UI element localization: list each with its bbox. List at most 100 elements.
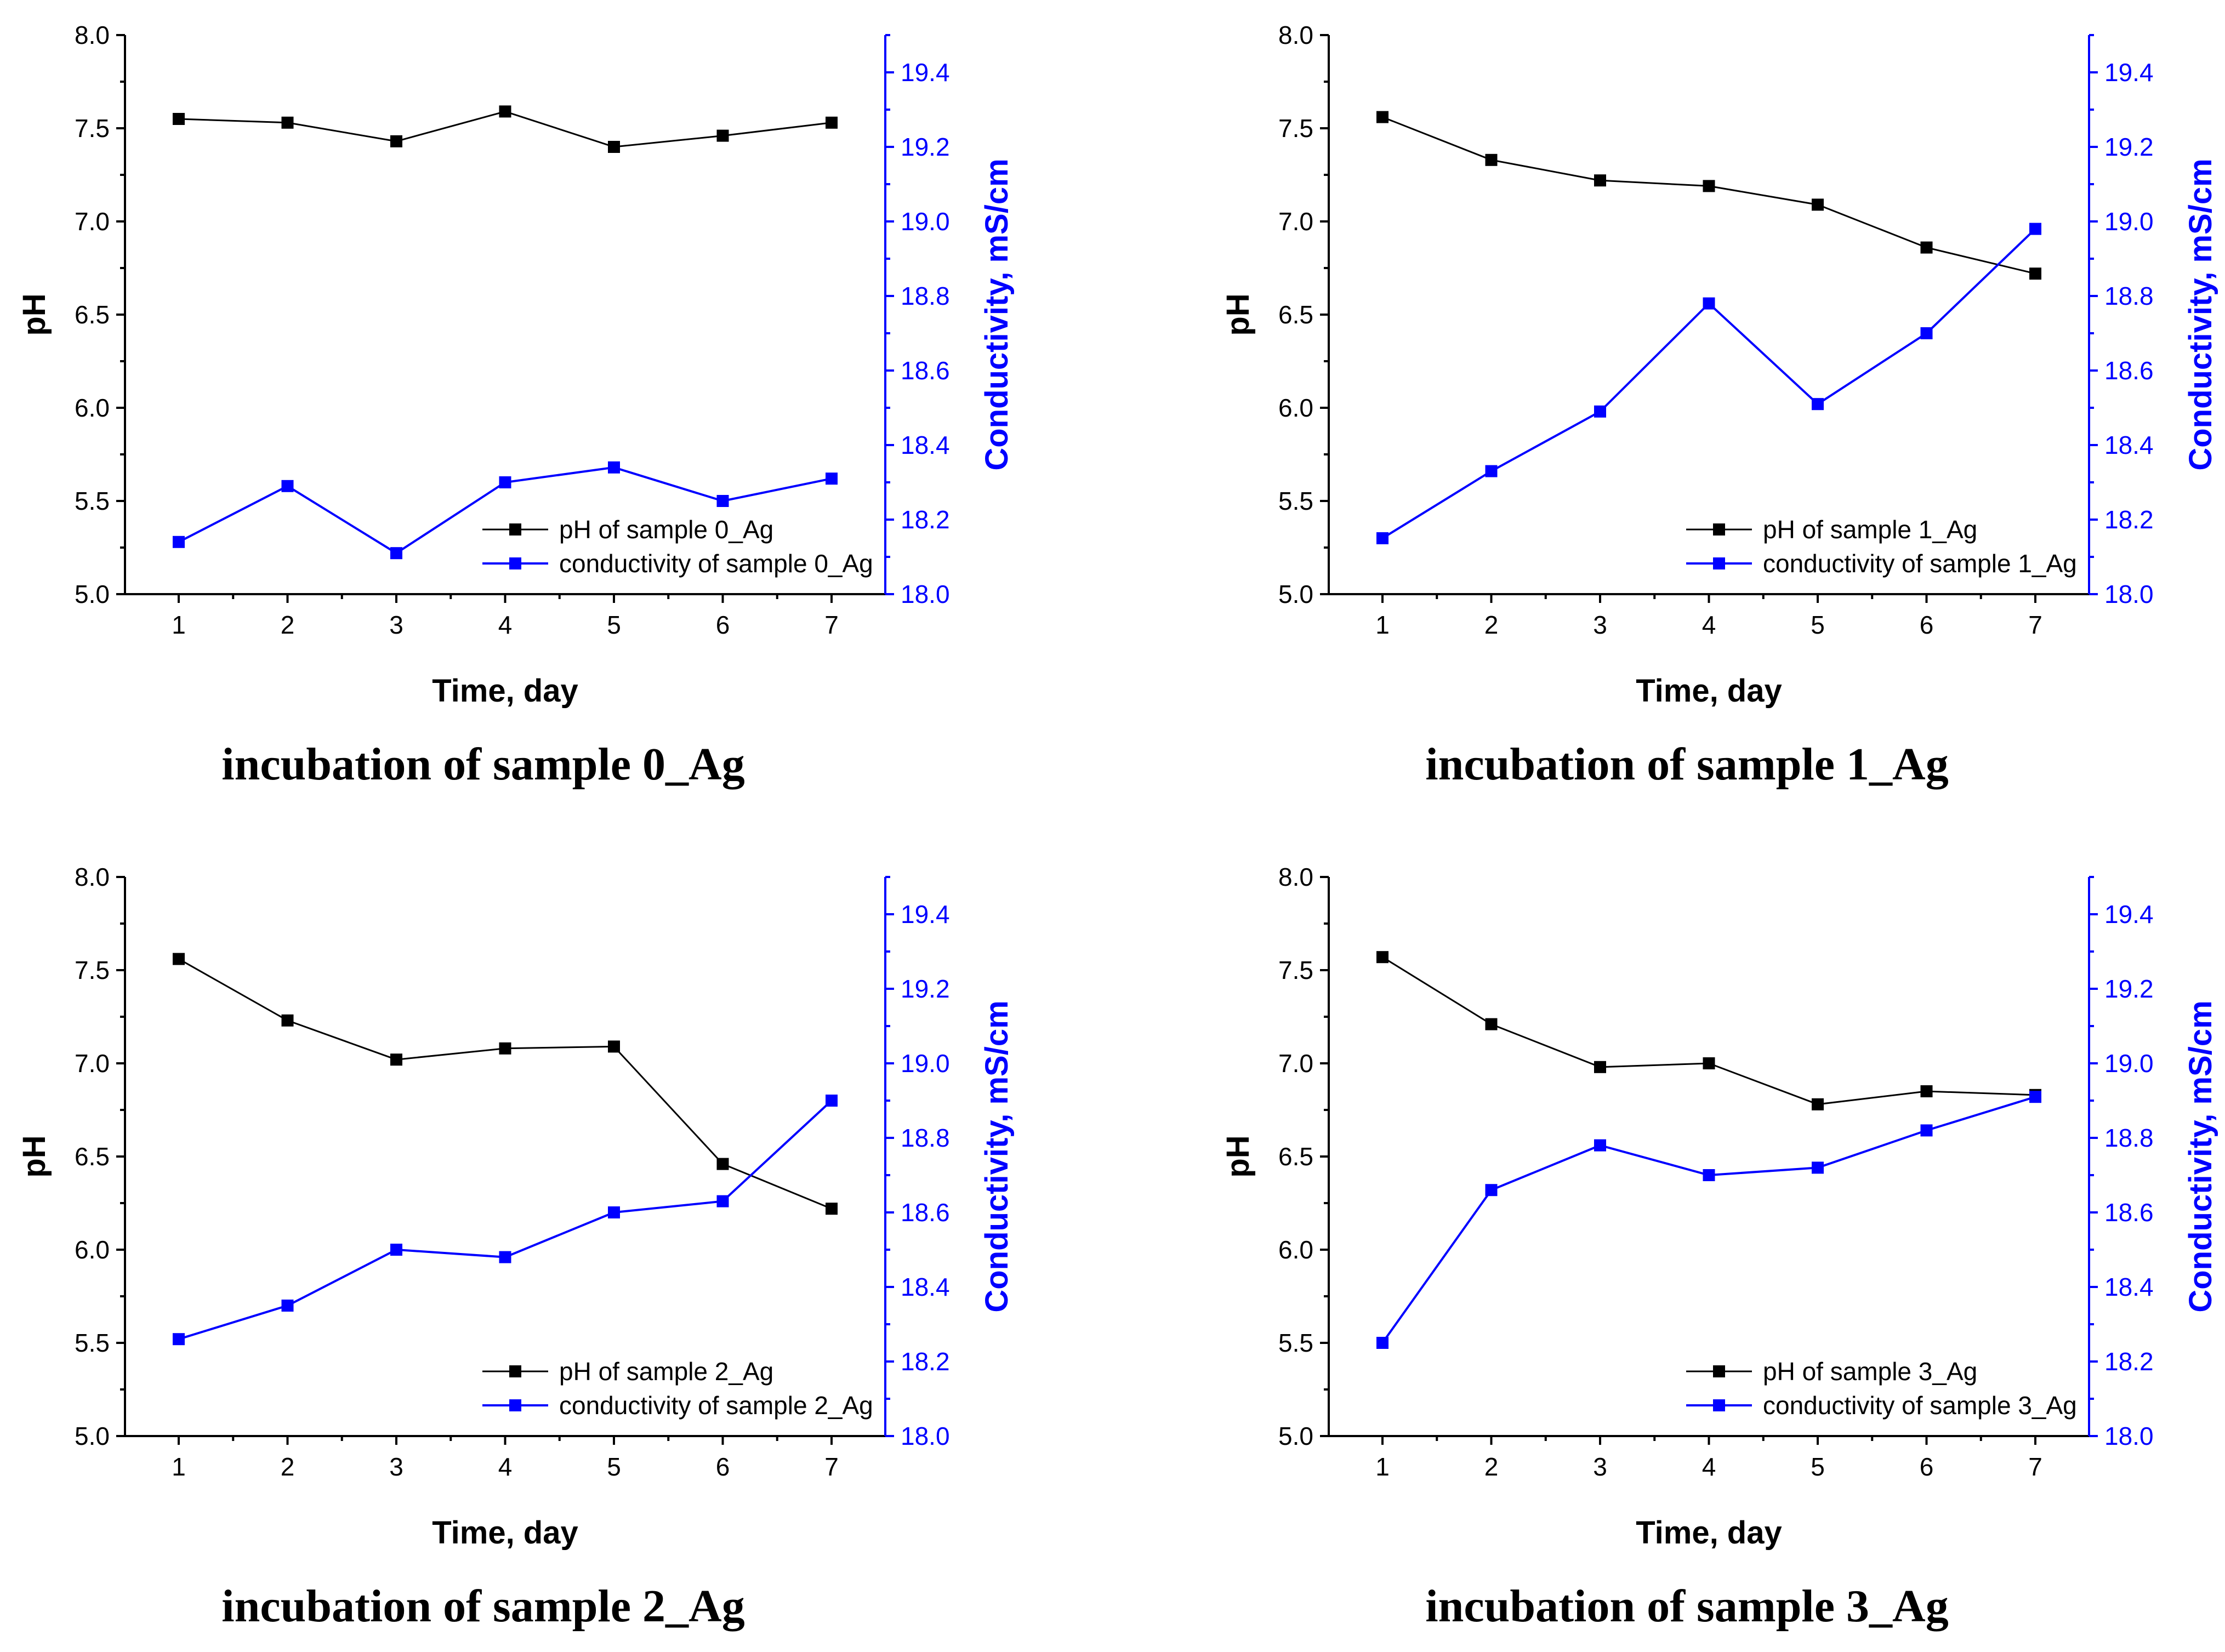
y2-axis-title: Conductivity, mS/cm — [979, 1000, 1015, 1312]
y-axis-title: pH — [16, 1135, 52, 1177]
y2-tick-label: 19.4 — [2104, 900, 2154, 928]
conductivity-data-point — [173, 1333, 185, 1346]
y2-axis-title: Conductivity, mS/cm — [979, 158, 1015, 470]
y2-tick-label: 19.0 — [901, 1049, 950, 1078]
y2-tick-label: 19.0 — [2104, 1049, 2154, 1078]
ph-data-point — [1376, 111, 1389, 123]
legend-marker — [1713, 523, 1725, 536]
conductivity-data-point — [826, 1095, 838, 1107]
y2-tick-label: 18.6 — [901, 1198, 950, 1227]
chart-panel-1: 5.0 5.5 6.0 6.5 7.0 7.5 8.0 18.0 18.2 18.4 18.6 18.… — [1220, 21, 2218, 790]
y-tick-label: 7.5 — [75, 956, 110, 984]
legend-marker — [509, 557, 521, 569]
y2-tick-label: 19.4 — [901, 58, 950, 87]
conductivity-data-point — [1376, 1337, 1389, 1349]
ph-data-point — [173, 953, 185, 965]
legend-marker — [1713, 1365, 1725, 1377]
conductivity-data-point — [608, 1206, 620, 1218]
ph-data-point — [716, 129, 729, 142]
y-tick-label: 6.5 — [1278, 300, 1313, 329]
y2-tick-label: 19.0 — [901, 207, 950, 236]
conductivity-data-point — [716, 495, 729, 507]
y2-tick-label: 18.0 — [2104, 580, 2154, 608]
y-tick-label: 6.0 — [1278, 394, 1313, 422]
x-axis-title: Time, day — [432, 673, 578, 709]
legend-label: pH of sample 2_Ag — [559, 1357, 773, 1386]
conductivity-data-point — [499, 476, 511, 488]
ph-data-point — [608, 141, 620, 153]
x-tick-label: 5 — [1811, 611, 1825, 639]
y-tick-label: 5.0 — [1278, 580, 1313, 608]
legend-label: conductivity of sample 0_Ag — [559, 549, 873, 578]
y-tick-label: 7.5 — [1278, 956, 1313, 984]
y2-tick-label: 19.2 — [901, 975, 950, 1003]
ph-data-point — [608, 1040, 620, 1053]
ph-data-point — [1594, 1061, 1606, 1073]
x-tick-label: 7 — [824, 1452, 839, 1481]
ph-data-point — [499, 105, 511, 118]
x-tick-label: 5 — [607, 1452, 621, 1481]
ph-data-point — [1703, 1057, 1715, 1069]
x-tick-label: 6 — [1920, 611, 1934, 639]
x-tick-label: 3 — [1593, 611, 1607, 639]
conductivity-data-point — [499, 1251, 511, 1263]
ph-data-point — [1376, 951, 1389, 964]
x-axis-title: Time, day — [432, 1515, 578, 1551]
legend-label: conductivity of sample 1_Ag — [1763, 549, 2077, 578]
y-tick-label: 6.5 — [75, 1142, 110, 1171]
y2-axis-title: Conductivity, mS/cm — [2183, 158, 2218, 470]
ph-series-line — [1382, 956, 2036, 1106]
x-tick-label: 4 — [498, 611, 513, 639]
ph-data-point — [1812, 198, 1824, 211]
conductivity-data-point — [1485, 465, 1498, 477]
ph-data-point — [716, 1158, 729, 1170]
x-tick-label: 6 — [1920, 1452, 1934, 1481]
y2-tick-label: 18.6 — [2104, 356, 2154, 385]
x-tick-label: 6 — [716, 611, 730, 639]
conductivity-data-point — [1920, 327, 1933, 339]
x-tick-label: 4 — [1702, 1452, 1716, 1481]
x-tick-label: 3 — [389, 1452, 403, 1481]
conductivity-data-point — [826, 472, 838, 485]
y2-tick-label: 18.2 — [2104, 505, 2154, 534]
conductivity-data-point — [1485, 1184, 1498, 1197]
y-tick-label: 7.0 — [1278, 1049, 1313, 1078]
y2-tick-label: 18.0 — [2104, 1422, 2154, 1450]
y2-tick-label: 18.4 — [2104, 1273, 2154, 1301]
ph-series-line — [1382, 116, 2036, 275]
y-tick-label: 5.0 — [75, 580, 110, 608]
x-axis-title: Time, day — [1636, 1515, 1782, 1551]
conductivity-data-point — [1376, 532, 1389, 544]
conductivity-series-line — [1381, 1096, 2036, 1344]
ph-data-point — [1920, 1085, 1933, 1097]
y-tick-label: 5.5 — [1278, 1329, 1313, 1357]
legend-label: conductivity of sample 2_Ag — [559, 1391, 873, 1420]
y-tick-label: 7.0 — [75, 207, 110, 236]
ph-series-line — [178, 958, 832, 1210]
y-tick-label: 5.0 — [1278, 1422, 1313, 1450]
ph-data-point — [390, 1053, 402, 1066]
x-tick-label: 1 — [172, 1452, 186, 1481]
y-tick-label: 6.5 — [1278, 1142, 1313, 1171]
x-tick-label: 3 — [389, 611, 403, 639]
conductivity-series-line — [1381, 228, 2036, 539]
y2-axis-title: Conductivity, mS/cm — [2183, 1000, 2218, 1312]
x-axis-title: Time, day — [1636, 673, 1782, 709]
x-tick-label: 7 — [2028, 1452, 2042, 1481]
y2-tick-label: 18.8 — [2104, 1124, 2154, 1152]
ph-data-point — [826, 1203, 838, 1215]
conductivity-data-point — [390, 1244, 402, 1256]
ph-data-point — [499, 1042, 511, 1055]
x-tick-label: 1 — [172, 611, 186, 639]
ph-data-point — [1485, 1018, 1498, 1030]
ph-data-point — [2029, 267, 2041, 280]
ph-data-point — [1703, 180, 1715, 192]
y-axis-title: pH — [16, 293, 52, 335]
y-tick-label: 6.0 — [75, 394, 110, 422]
conductivity-data-point — [2029, 223, 2041, 235]
y2-tick-label: 18.0 — [901, 1422, 950, 1450]
y-tick-label: 5.5 — [75, 487, 110, 515]
ph-data-point — [826, 116, 838, 129]
y-tick-label: 7.5 — [1278, 114, 1313, 143]
ph-data-point — [1485, 153, 1498, 166]
